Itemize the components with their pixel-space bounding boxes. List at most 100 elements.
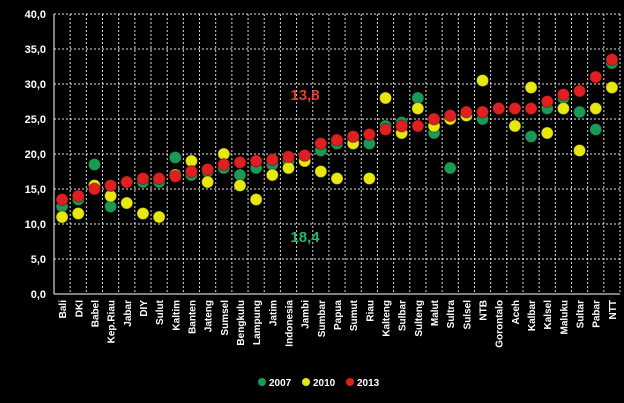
point-2013 [589, 70, 603, 84]
y-tick-label: 40,0 [25, 9, 46, 21]
x-tick-label: Sumbar [317, 300, 328, 337]
point-2013 [249, 154, 263, 168]
point-2007 [443, 161, 457, 175]
point-2007 [168, 151, 182, 164]
point-2010 [508, 119, 522, 133]
x-tick-label: Jambi [301, 300, 312, 329]
point-2013 [362, 127, 376, 141]
point-2013 [217, 158, 231, 171]
x-tick-label: Pabar [592, 300, 603, 328]
y-tick-label: 5,0 [31, 254, 46, 266]
point-2010 [556, 102, 570, 115]
x-tick-label: Sulut [155, 299, 166, 325]
x-tick-label: Sulteng [414, 300, 425, 337]
x-tick-label: Babel [90, 300, 101, 327]
point-2013 [233, 155, 247, 169]
x-tick-label: Kaltim [171, 300, 182, 331]
x-tick-label: Lampung [252, 300, 263, 345]
point-2013 [184, 165, 198, 178]
x-tick-labels: Bali DKI Babel Kep.Riau Jabar DIY Sulut Kaltim B… [58, 299, 619, 347]
point-2013 [508, 102, 522, 115]
x-tick-label: Bengkulu [236, 300, 247, 346]
point-2013 [540, 95, 554, 108]
x-tick-label: Indonesia [284, 300, 295, 347]
point-2013 [492, 102, 506, 115]
y-tick-label: 25,0 [25, 114, 46, 126]
legend-marker-2013 [346, 378, 354, 386]
legend-label-2007: 2007 [269, 378, 292, 389]
point-2013 [265, 153, 279, 167]
x-tick-label: Jabar [123, 300, 134, 327]
y-tick-label: 20,0 [25, 149, 46, 161]
point-2013 [379, 123, 393, 136]
legend-label-2013: 2013 [357, 378, 380, 389]
x-tick-label: Jateng [204, 300, 215, 332]
point-2010 [589, 102, 603, 115]
point-2013 [605, 53, 619, 66]
x-tick-label: Sumsel [220, 300, 231, 336]
point-2010 [136, 207, 150, 220]
y-tick-labels: 0,0 5,0 10,0 15,0 20,0 25,0 30,0 35,0 40,0 [25, 9, 46, 301]
point-2013 [136, 172, 150, 185]
x-tick-label: Kalbar [527, 300, 538, 331]
point-2010 [152, 210, 166, 224]
x-tick-label: Kalteng [382, 300, 393, 337]
point-2010 [540, 126, 554, 140]
point-2007 [87, 158, 101, 171]
legend-marker-2010 [302, 378, 310, 386]
point-2010 [281, 161, 295, 175]
x-tick-label: Malut [430, 299, 441, 326]
y-tick-label: 15,0 [25, 184, 46, 196]
point-2013 [314, 137, 328, 150]
x-tick-label: Kep.Riau [107, 300, 118, 343]
x-tick-label: Sulbar [398, 300, 409, 331]
point-2010 [71, 207, 85, 220]
legend-marker-2007 [258, 378, 266, 386]
y-tick-label: 10,0 [25, 219, 46, 231]
point-2013 [459, 105, 473, 119]
x-tick-label: DKI [74, 300, 85, 317]
x-tick-label: Papua [333, 300, 344, 330]
point-2013 [298, 148, 312, 162]
point-2010 [362, 172, 376, 185]
point-2010 [265, 168, 279, 182]
point-2013 [330, 133, 344, 147]
point-2013 [573, 84, 587, 98]
legend-label-2010: 2010 [313, 378, 336, 389]
x-tick-label: DIY [139, 300, 150, 317]
point-2007 [573, 105, 587, 119]
y-tick-label: 35,0 [25, 44, 46, 56]
x-tick-label: NTT [608, 300, 619, 319]
point-2013 [71, 189, 85, 203]
point-2007 [589, 123, 603, 136]
y-tick-label: 30,0 [25, 79, 46, 91]
point-2013 [395, 119, 409, 133]
point-2010 [249, 193, 263, 206]
annotation-2007-average: 18,4 [290, 229, 320, 246]
point-2013 [55, 193, 69, 206]
x-tick-label: Sulsel [462, 300, 473, 330]
point-2010 [476, 74, 490, 87]
x-tick-label: NTB [479, 300, 490, 321]
data-points [55, 53, 619, 224]
point-2013 [524, 102, 538, 115]
point-2013 [281, 150, 295, 164]
x-tick-label: Bali [58, 300, 69, 319]
point-2010 [524, 81, 538, 94]
point-2013 [427, 112, 441, 126]
point-2010 [573, 144, 587, 157]
point-2010 [314, 165, 328, 178]
point-2013 [411, 119, 425, 133]
annotation-2013-average: 13,8 [290, 87, 319, 104]
x-tick-label: Riau [365, 300, 376, 322]
x-tick-label: Sultar [576, 300, 587, 328]
point-2013 [168, 169, 182, 183]
point-2013 [87, 182, 101, 196]
point-2010 [233, 179, 247, 192]
point-2010 [330, 172, 344, 185]
grid-layer [53, 13, 621, 295]
x-tick-label: Gorontalo [495, 300, 506, 348]
x-tick-label: Sultra [446, 300, 457, 329]
